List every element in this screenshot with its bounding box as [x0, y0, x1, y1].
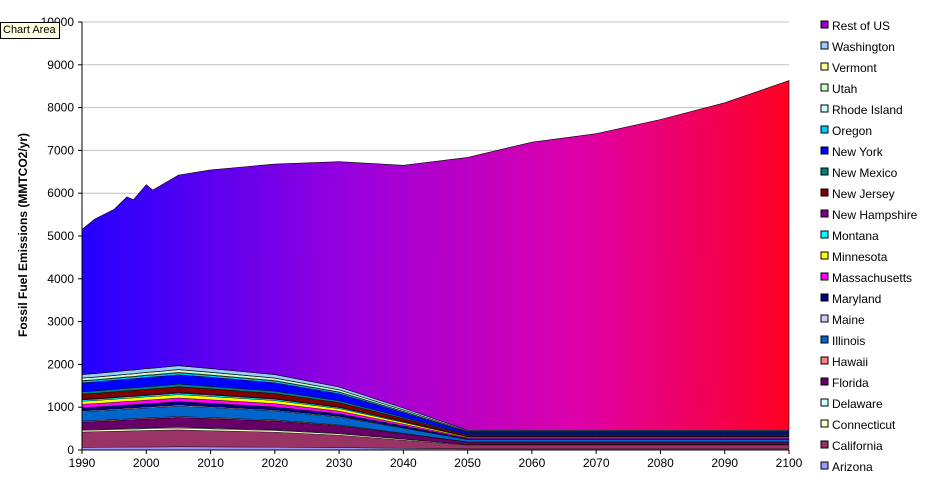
legend-item-new-york[interactable]: New York [832, 145, 884, 159]
legend-swatch [820, 209, 829, 218]
legend-item-new-hampshire[interactable]: New Hampshire [832, 208, 918, 222]
legend-swatch [820, 83, 829, 92]
y-tick-label: 1000 [47, 400, 74, 414]
legend-item-rhode-island[interactable]: Rhode Island [832, 103, 903, 117]
legend-item-oregon[interactable]: Oregon [832, 124, 872, 138]
x-tick-label: 1990 [69, 456, 96, 470]
legend-swatch [820, 146, 829, 155]
legend-swatch [820, 41, 829, 50]
y-tick-label: 4000 [47, 272, 74, 286]
legend-swatch [820, 461, 829, 470]
legend-item-hawaii[interactable]: Hawaii [832, 355, 868, 369]
legend-item-new-jersey[interactable]: New Jersey [832, 187, 895, 201]
legend-swatch [820, 272, 829, 281]
legend-swatch [820, 419, 829, 428]
legend-swatch [820, 293, 829, 302]
legend-item-new-mexico[interactable]: New Mexico [832, 166, 898, 180]
y-tick-label: 6000 [47, 186, 74, 200]
legend-swatch [820, 167, 829, 176]
x-tick-label: 2060 [519, 456, 546, 470]
legend-swatch [820, 62, 829, 71]
legend-swatch [820, 20, 829, 29]
x-tick-label: 2020 [261, 456, 288, 470]
legend-item-delaware[interactable]: Delaware [832, 397, 883, 411]
legend-swatch [820, 188, 829, 197]
legend-item-illinois[interactable]: Illinois [832, 334, 865, 348]
legend-swatch [820, 230, 829, 239]
x-tick-label: 2030 [326, 456, 353, 470]
legend-swatch [820, 251, 829, 260]
legend[interactable]: Rest of US Washington Vermont Utah Rhode Isl… [820, 19, 918, 474]
legend-item-connecticut[interactable]: Connecticut [832, 418, 896, 432]
area-series-rest-of-us[interactable] [81, 80, 790, 431]
x-tick-label: 2080 [647, 456, 674, 470]
legend-swatch [820, 356, 829, 365]
y-axis-label: Fossil Fuel Emissions (MMTCO2/yr) [16, 133, 30, 337]
legend-item-maryland[interactable]: Maryland [832, 292, 881, 306]
y-axis-ticks: 0100020003000400050006000700080009000100… [41, 15, 82, 457]
legend-swatch [820, 125, 829, 134]
legend-item-maine[interactable]: Maine [832, 313, 865, 327]
chart-area-tooltip: Chart Area [0, 22, 60, 39]
legend-swatch [820, 104, 829, 113]
x-tick-label: 2090 [711, 456, 738, 470]
legend-item-massachusetts[interactable]: Massachusetts [832, 271, 912, 285]
legend-item-washington[interactable]: Washington [832, 40, 895, 54]
legend-swatch [820, 398, 829, 407]
legend-item-arizona[interactable]: Arizona [832, 460, 873, 474]
y-tick-label: 3000 [47, 315, 74, 329]
y-tick-label: 9000 [47, 58, 74, 72]
y-tick-label: 0 [67, 443, 74, 457]
legend-swatch [820, 335, 829, 344]
legend-swatch [820, 440, 829, 449]
x-tick-label: 2000 [133, 456, 160, 470]
x-tick-label: 2100 [776, 456, 803, 470]
legend-item-vermont[interactable]: Vermont [832, 61, 877, 75]
plot-areas [81, 80, 790, 451]
x-tick-label: 2050 [454, 456, 481, 470]
x-tick-label: 2010 [197, 456, 224, 470]
legend-item-montana[interactable]: Montana [832, 229, 879, 243]
legend-swatch [820, 377, 829, 386]
y-tick-label: 8000 [47, 101, 74, 115]
legend-item-utah[interactable]: Utah [832, 82, 857, 96]
legend-item-california[interactable]: California [832, 439, 883, 453]
y-tick-label: 5000 [47, 229, 74, 243]
x-tick-label: 2040 [390, 456, 417, 470]
y-tick-label: 7000 [47, 143, 74, 157]
legend-item-florida[interactable]: Florida [832, 376, 869, 390]
x-axis-ticks: 1990 2000 2010 2020 2030 2040 2050 2060 2070 2080… [69, 450, 803, 470]
legend-item-minnesota[interactable]: Minnesota [832, 250, 888, 264]
legend-swatch [820, 314, 829, 323]
x-tick-label: 2070 [583, 456, 610, 470]
legend-item-rest-of-us[interactable]: Rest of US [832, 19, 890, 33]
y-tick-label: 2000 [47, 357, 74, 371]
